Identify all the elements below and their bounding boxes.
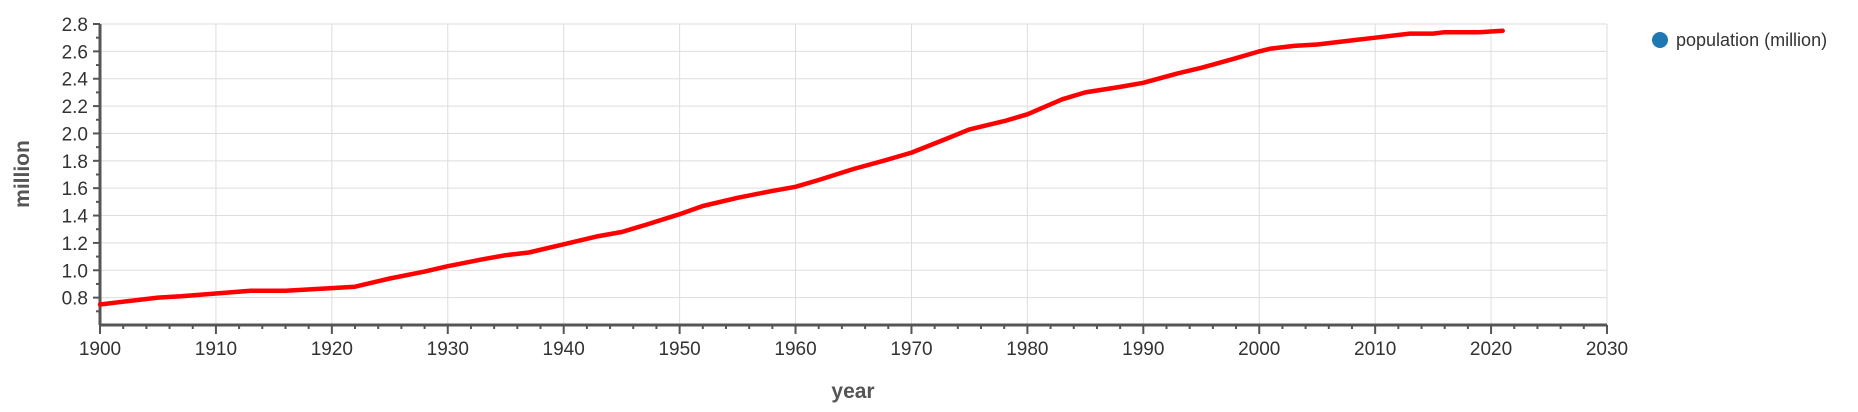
y-tick-label: 2.0 <box>62 124 88 145</box>
y-tick-label: 2.8 <box>62 15 88 36</box>
y-tick-label: 1.6 <box>62 179 88 200</box>
grid <box>99 23 1608 325</box>
y-axis-title: million <box>11 140 34 208</box>
x-tick-label: 2010 <box>1354 339 1396 360</box>
x-axis-title: year <box>831 380 874 403</box>
x-tick-label: 1980 <box>1006 339 1048 360</box>
legend-marker-icon <box>1652 32 1668 48</box>
x-tick-label: 1940 <box>543 339 585 360</box>
x-tick-label: 1930 <box>427 339 469 360</box>
y-tick-label: 0.8 <box>62 289 88 310</box>
x-axis-ticks: 1900 1910 1920 1930 1940 1950 1960 1970 1980 1990… <box>79 325 1628 360</box>
y-tick-label: 2.6 <box>62 42 88 63</box>
x-tick-label: 1910 <box>195 339 237 360</box>
x-tick-label: 1920 <box>311 339 353 360</box>
y-tick-label: 1.2 <box>62 234 88 255</box>
x-tick-label: 1990 <box>1122 339 1164 360</box>
y-tick-label: 2.4 <box>62 70 89 91</box>
y-tick-label: 1.4 <box>62 207 89 228</box>
y-axis-ticks: 0.8 1.0 1.2 1.4 1.6 1.8 2.0 2.2 2.4 2.6 2.8 <box>62 15 100 313</box>
population-series-line <box>97 28 1505 307</box>
y-tick-label: 1.0 <box>62 261 88 282</box>
x-tick-label: 1900 <box>79 339 121 360</box>
legend-label: population (million) <box>1676 30 1827 50</box>
x-tick-label: 2020 <box>1470 339 1512 360</box>
x-tick-label: 2000 <box>1238 339 1280 360</box>
legend[interactable]: population (million) <box>1652 30 1827 50</box>
y-tick-label: 1.8 <box>62 152 88 173</box>
x-tick-label: 1970 <box>890 339 932 360</box>
x-tick-label: 1960 <box>774 339 816 360</box>
x-tick-label: 1950 <box>658 339 700 360</box>
y-tick-label: 2.2 <box>62 97 88 118</box>
x-tick-label: 2030 <box>1586 339 1628 360</box>
